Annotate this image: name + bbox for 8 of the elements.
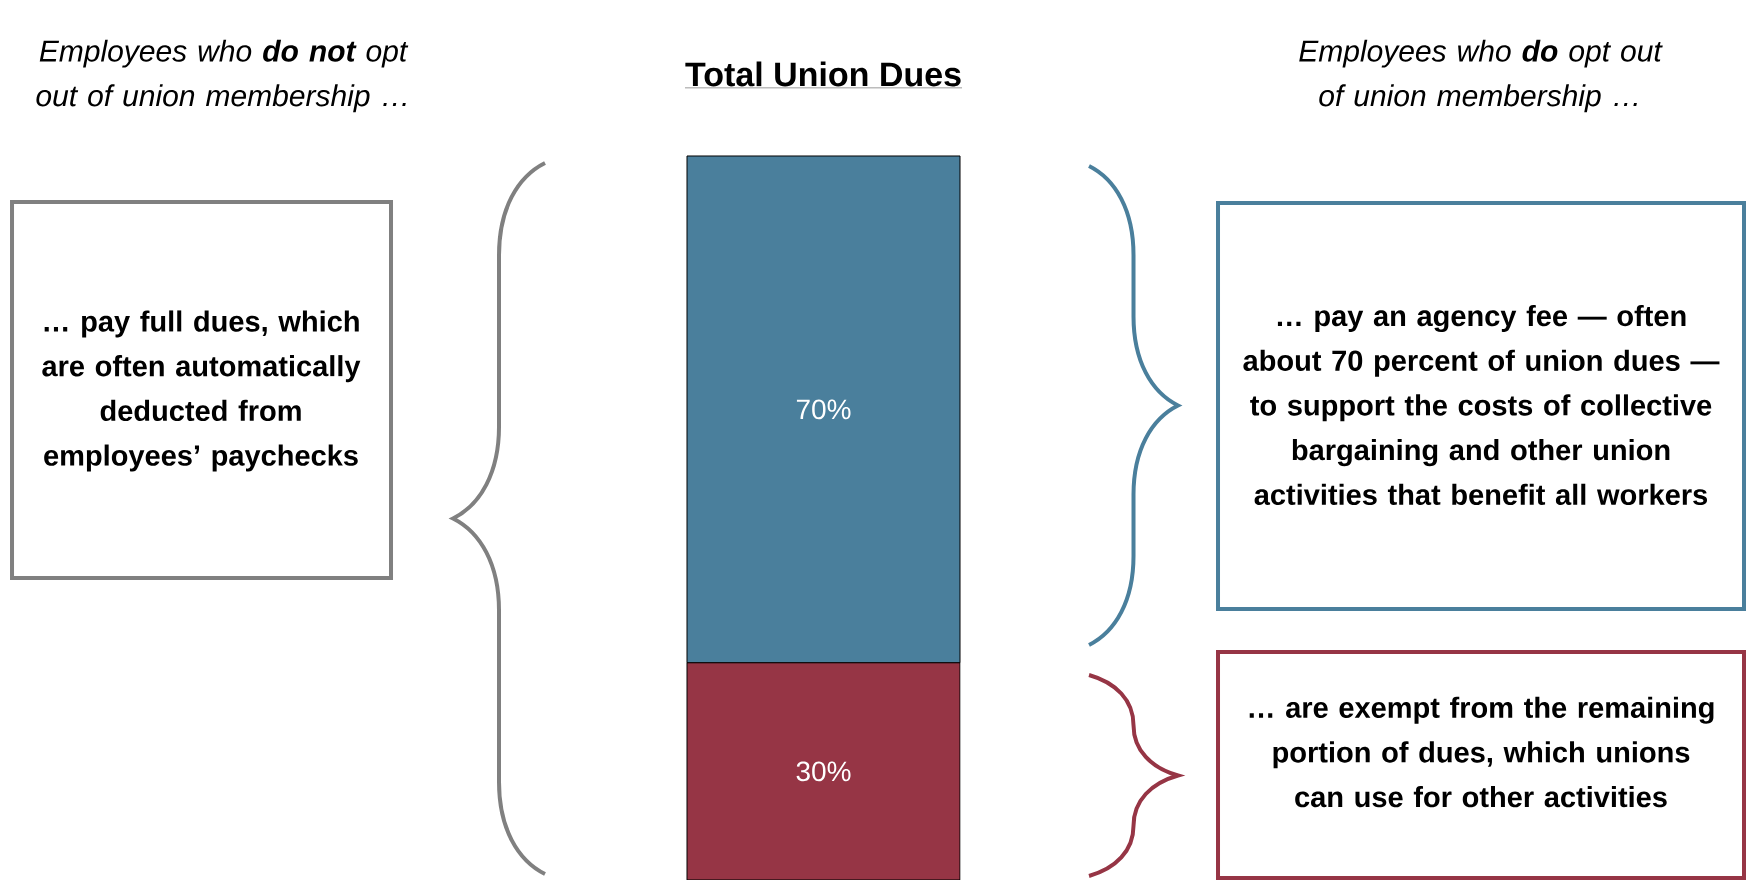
text: Employees who do opt out of union membership … <box>1299 39 1663 113</box>
text: … pay full dues, which are often automatically deducted from employees’ paychecks <box>42 310 361 472</box>
data-label: 30% <box>796 761 851 782</box>
data-label: 70% <box>796 399 851 420</box>
text: Employees who do not opt out of union membership … <box>36 39 409 113</box>
text: … pay an agency fee — often about 70 percent of union dues — to support the costs of collective bargaining and other union activities that benefit all workers <box>1243 304 1720 505</box>
text: … are exempt from the remaining portion of dues, which unions can use for other activities <box>1249 696 1714 808</box>
chart-title: Total Union Dues <box>685 61 961 87</box>
